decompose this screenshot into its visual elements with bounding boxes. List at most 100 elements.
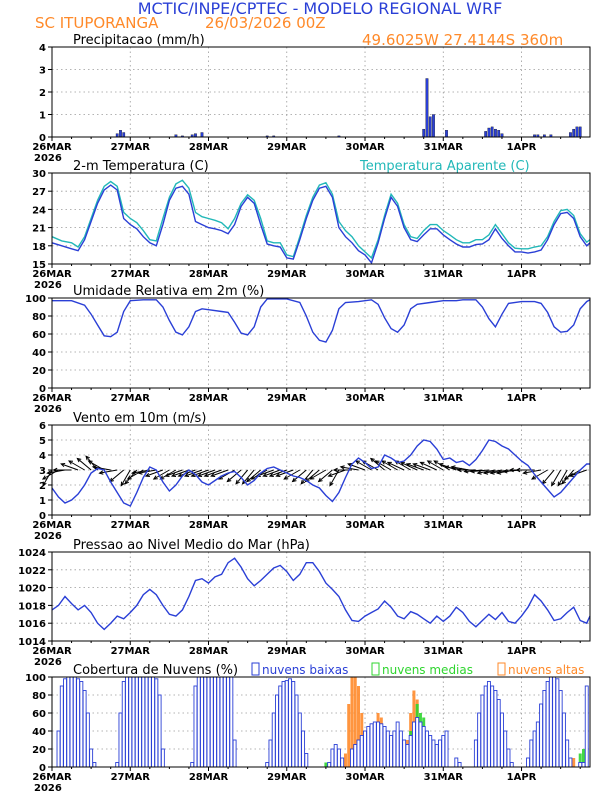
cloud-bar-baixas [356,739,361,768]
wind-vector-head [268,472,274,478]
cloud-bar-baixas [294,694,299,768]
precip-bar [500,133,504,138]
cloud-bar-baixas [548,676,553,768]
wind-vector [464,469,483,473]
cloud-bar-baixas [581,762,586,768]
cloud-bar-baixas [275,694,279,768]
wind-vector-head [91,465,97,470]
x-tick-label: 31MAR [424,269,464,280]
wind-vector-head [561,479,566,485]
cloud-bar-baixas [558,690,563,768]
panel-title: Precipitacao (mm/h) [73,33,205,48]
wind-vector-head [183,472,190,478]
legend-swatch [251,662,260,676]
panel-title: Vento em 10m (m/s) [73,411,206,426]
wind-vector [276,469,294,477]
precip-bar [497,130,501,138]
y-tick-label: 80 [32,312,46,323]
y-tick-label: 15 [32,260,46,271]
wind-vector-head [126,475,132,480]
cloud-bar-baixas [415,717,420,768]
cloud-bar-baixas [441,735,446,768]
y-tick-label: 40 [32,727,46,738]
precip-bar [425,78,429,138]
y-tick-label: 100 [25,673,46,684]
precip-bar [432,114,435,138]
wind-vector-head [522,470,528,475]
cloud-bar-baixas [568,757,573,768]
x-tick-label: 30MAR [345,646,385,657]
year-label: 2026 [34,280,62,291]
cloud-bar-baixas [366,726,371,768]
cloud-bar-baixas [128,676,133,768]
wind-vector-head [68,460,74,465]
wind-vector-head [563,475,569,480]
cloud-bar-baixas [271,712,276,768]
cloud-bar-baixas [402,739,407,768]
x-tick-label: 30MAR [345,142,385,153]
cloud-bar-baixas [539,703,544,768]
cloud-bar-baixas [203,676,208,768]
x-tick-label: 27MAR [111,269,151,280]
x-tick-label: 28MAR [189,520,229,531]
x-tick-label: 28MAR [189,269,229,280]
x-tick-label: 31MAR [424,646,464,657]
wind-vector [420,461,437,471]
wind-vector [470,469,489,473]
cloud-bar-baixas [69,676,74,768]
precip-bar [428,116,432,138]
y-tick-label: 5 [39,436,46,447]
wind-vector-head [483,470,489,475]
x-tick-label: 28MAR [189,142,229,153]
year-label: 2026 [34,531,62,542]
cloud-bar-baixas [532,730,537,768]
cloud-bar-baixas [157,694,162,768]
cloud-bar-baixas [454,757,459,768]
wind-vector-head [190,472,196,478]
wind-vector-head [255,472,261,478]
cloud-bar-baixas [363,730,367,768]
y-tick-label: 80 [32,691,46,702]
cloud-bar-baixas [82,690,87,768]
series-line-1 [51,557,591,631]
wind-vector-head [450,465,456,470]
wind-vector-head [235,479,240,485]
panel-5: 1014 1016 1018 1020 1022 1024 26MAR 27MAR 28MAR 2… [18,538,591,668]
wind-vector-head [557,481,562,487]
x-tick-label: 27MAR [111,142,151,153]
cloud-bar-baixas [496,699,501,768]
cloud-bar-baixas [542,690,547,768]
wind-vector-head [42,481,47,487]
cloud-bar-baixas [529,739,534,768]
cloud-bar-baixas [72,676,77,768]
legend-swatch [371,662,380,676]
wind-vector [292,469,307,482]
wind-vector-head [531,475,537,480]
precip-bar [575,126,579,138]
cloud-bar-baixas [121,681,126,768]
cloud-bar-baixas [160,748,165,768]
wind-vector-head [502,469,508,474]
wind-vector-head [120,481,125,487]
x-tick-label: 1APR [507,142,537,153]
wind-vector-head [476,470,482,475]
cloud-bar-baixas [369,723,374,768]
wind-vector-head [433,460,439,465]
panel-title: 2-m Temperatura (C) [73,159,209,174]
y-tick-label: 1022 [18,566,46,577]
cloud-bar-altas [347,704,351,767]
cloud-bar-baixas [336,748,341,768]
wind-vector [375,460,392,471]
cloud-bar-baixas [398,730,403,768]
wind-vector [165,469,183,477]
cloud-bar-baixas [141,676,146,768]
y-tick-label: 4 [39,451,46,462]
y-tick-label: 40 [32,348,46,359]
precip-bar [422,128,426,138]
cloud-bar-baixas [232,739,237,768]
cloud-bar-baixas [565,739,570,768]
cloud-bar-baixas [193,685,198,768]
panel-frame [51,551,591,642]
cloud-bar-baixas [350,748,354,768]
